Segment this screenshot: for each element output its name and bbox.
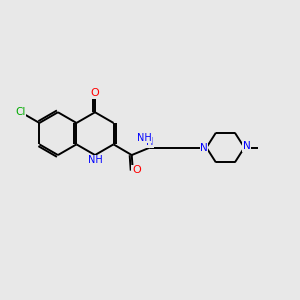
Text: NH: NH — [137, 133, 152, 143]
Text: NH: NH — [88, 155, 102, 165]
Text: N: N — [200, 142, 208, 153]
Text: O: O — [91, 88, 99, 98]
Text: N: N — [243, 141, 250, 151]
Text: H: H — [146, 137, 153, 147]
Text: Cl: Cl — [15, 107, 25, 117]
Text: O: O — [132, 166, 141, 176]
